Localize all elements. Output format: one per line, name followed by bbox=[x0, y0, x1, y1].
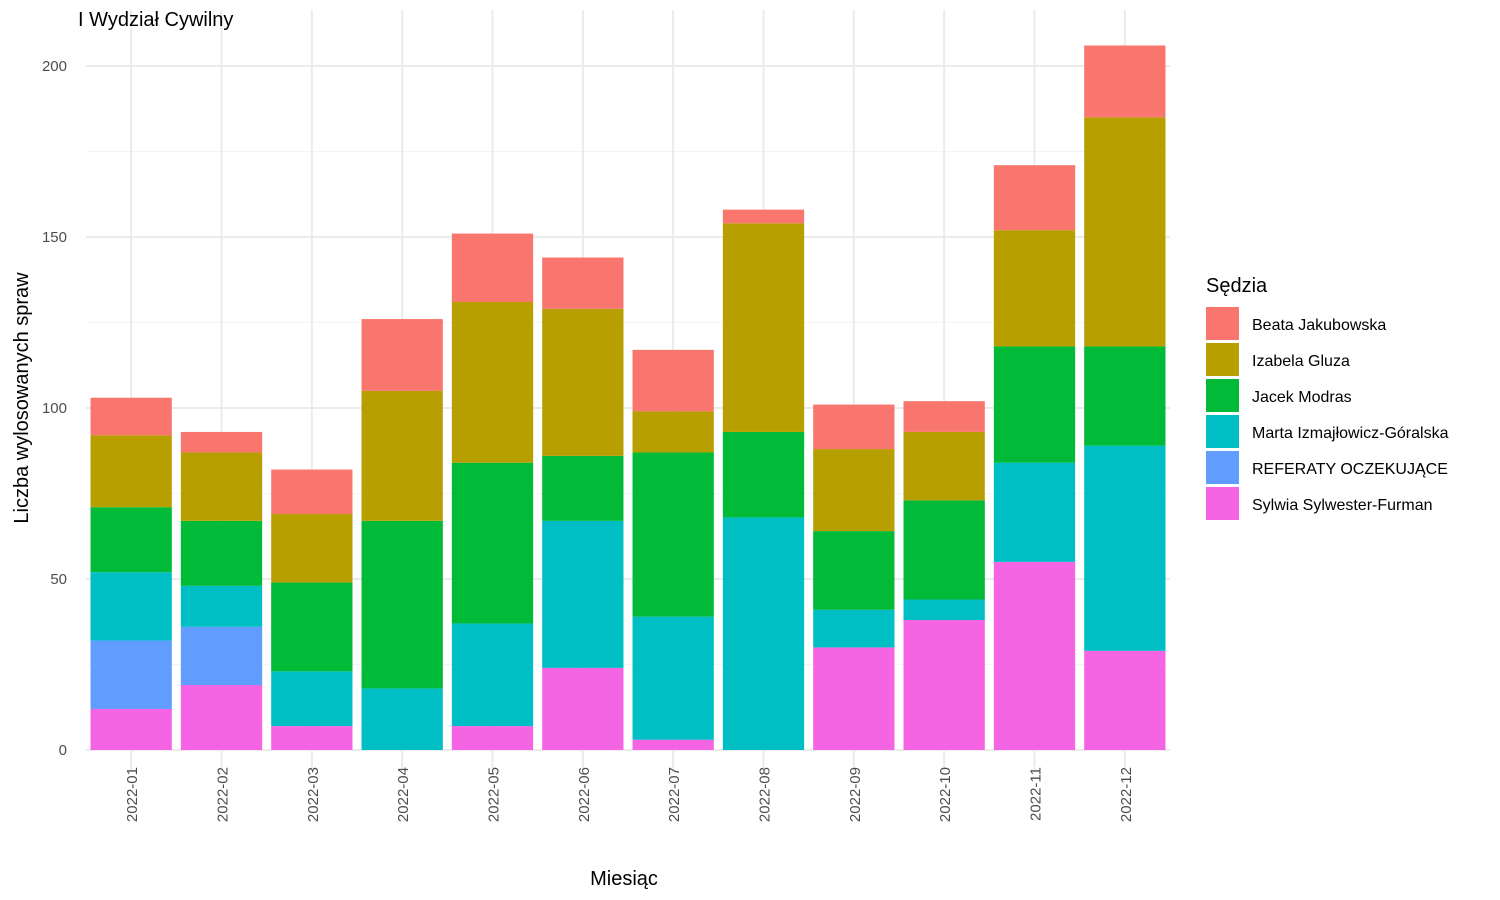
bar-segment bbox=[180, 431, 263, 453]
x-tick-label: 2022-09 bbox=[847, 767, 864, 822]
y-tick-label: 150 bbox=[42, 229, 67, 246]
bar-segment bbox=[271, 671, 353, 727]
legend-label: Jacek Modras bbox=[1252, 389, 1352, 406]
bar-segment bbox=[180, 685, 263, 750]
bar-segment bbox=[542, 308, 624, 456]
x-tick-label: 2022-06 bbox=[576, 767, 593, 822]
bar-segment bbox=[722, 517, 805, 750]
bar-segment bbox=[993, 462, 1076, 562]
bar-segment bbox=[722, 223, 805, 432]
x-tick-label: 2022-05 bbox=[486, 767, 503, 822]
bar-segment bbox=[722, 209, 805, 224]
bar-segment bbox=[903, 599, 985, 621]
x-tick-label: 2022-12 bbox=[1118, 767, 1135, 822]
legend-label: Izabela Gluza bbox=[1252, 353, 1350, 370]
bar-segment bbox=[1084, 346, 1166, 446]
bar-segment bbox=[632, 616, 714, 740]
bar-segment bbox=[451, 233, 534, 302]
legend-label: Sylwia Sylwester-Furman bbox=[1252, 497, 1432, 514]
bar-segment bbox=[993, 165, 1076, 231]
bar-segment bbox=[632, 452, 714, 617]
bar-segment bbox=[813, 647, 895, 750]
bar-segment bbox=[271, 469, 353, 515]
bar-segment bbox=[632, 739, 714, 750]
bar-segment bbox=[542, 667, 624, 750]
x-axis-ticks: 2022-01 2022-02 2022-03 2022-04 2022-05 2022-… bbox=[124, 767, 1135, 822]
y-axis-ticks: 0 50 100 150 200 bbox=[42, 58, 67, 759]
bar-segment bbox=[271, 726, 353, 750]
bar-segment bbox=[361, 319, 443, 391]
bar-segment bbox=[1084, 45, 1166, 118]
legend-title: Sędzia bbox=[1206, 275, 1268, 297]
bar-segment bbox=[180, 585, 263, 627]
legend-swatch bbox=[1206, 343, 1239, 376]
bar-segment bbox=[903, 401, 985, 432]
bar-segment bbox=[361, 390, 443, 521]
bar-segment bbox=[903, 620, 985, 750]
bar-segment bbox=[451, 462, 534, 624]
legend-swatch bbox=[1206, 307, 1239, 340]
x-tick-label: 2022-07 bbox=[666, 767, 683, 822]
x-tick-label: 2022-01 bbox=[124, 767, 141, 822]
bar-segment bbox=[90, 572, 172, 641]
bar-segment bbox=[813, 404, 895, 450]
bar-segment bbox=[903, 431, 985, 501]
legend-label: REFERATY OCZEKUJĄCE bbox=[1252, 461, 1448, 478]
bar-segment bbox=[542, 455, 624, 521]
y-tick-label: 0 bbox=[59, 742, 67, 759]
bar-segment bbox=[1084, 650, 1166, 750]
bar-segment bbox=[903, 500, 985, 600]
bar-segment bbox=[90, 640, 172, 709]
bar-segment bbox=[993, 230, 1076, 347]
bar-segment bbox=[993, 346, 1076, 463]
legend-swatch bbox=[1206, 451, 1239, 484]
bar-segment bbox=[1084, 117, 1166, 347]
y-tick-label: 200 bbox=[42, 58, 67, 75]
bar-segment bbox=[632, 349, 714, 412]
bars bbox=[90, 45, 1166, 750]
x-tick-label: 2022-03 bbox=[305, 767, 322, 822]
y-tick-label: 50 bbox=[50, 571, 67, 588]
bar-segment bbox=[542, 257, 624, 309]
legend-swatch bbox=[1206, 379, 1239, 412]
bar-segment bbox=[813, 449, 895, 532]
bar-segment bbox=[180, 626, 263, 686]
bar-segment bbox=[271, 582, 353, 672]
bar-segment bbox=[813, 609, 895, 648]
bar-segment bbox=[271, 514, 353, 583]
x-axis-title: Miesiąc bbox=[590, 868, 658, 890]
bar-segment bbox=[1084, 445, 1166, 651]
x-tick-label: 2022-02 bbox=[215, 767, 232, 822]
x-tick-label: 2022-11 bbox=[1028, 767, 1045, 821]
x-tick-label: 2022-08 bbox=[757, 767, 774, 822]
x-tick-label: 2022-10 bbox=[937, 767, 954, 822]
chart-title: I Wydział Cywilny bbox=[78, 9, 233, 31]
legend-label: Marta Izmajłowicz-Góralska bbox=[1252, 425, 1449, 442]
bar-segment bbox=[180, 452, 263, 521]
bar-segment bbox=[451, 301, 534, 463]
x-tick-label: 2022-04 bbox=[395, 767, 412, 822]
legend: Sędzia Beata Jakubowska Izabela Gluza Jace… bbox=[1206, 275, 1449, 520]
bar-segment bbox=[180, 520, 263, 586]
bar-segment bbox=[361, 520, 443, 689]
bar-segment bbox=[451, 623, 534, 727]
bar-segment bbox=[361, 688, 443, 750]
bar-segment bbox=[722, 431, 805, 518]
legend-swatch bbox=[1206, 415, 1239, 448]
bar-segment bbox=[90, 435, 172, 508]
legend-label: Beata Jakubowska bbox=[1252, 317, 1386, 334]
bar-segment bbox=[451, 726, 534, 750]
bar-segment bbox=[632, 411, 714, 453]
bar-segment bbox=[993, 561, 1076, 750]
bar-segment bbox=[90, 397, 172, 436]
legend-swatch bbox=[1206, 487, 1239, 520]
y-axis-title: Liczba wylosowanych spraw bbox=[11, 272, 33, 524]
bar-segment bbox=[90, 507, 172, 573]
bar-segment bbox=[542, 520, 624, 668]
bar-segment bbox=[813, 531, 895, 610]
y-tick-label: 100 bbox=[42, 400, 67, 417]
bar-segment bbox=[90, 708, 172, 750]
